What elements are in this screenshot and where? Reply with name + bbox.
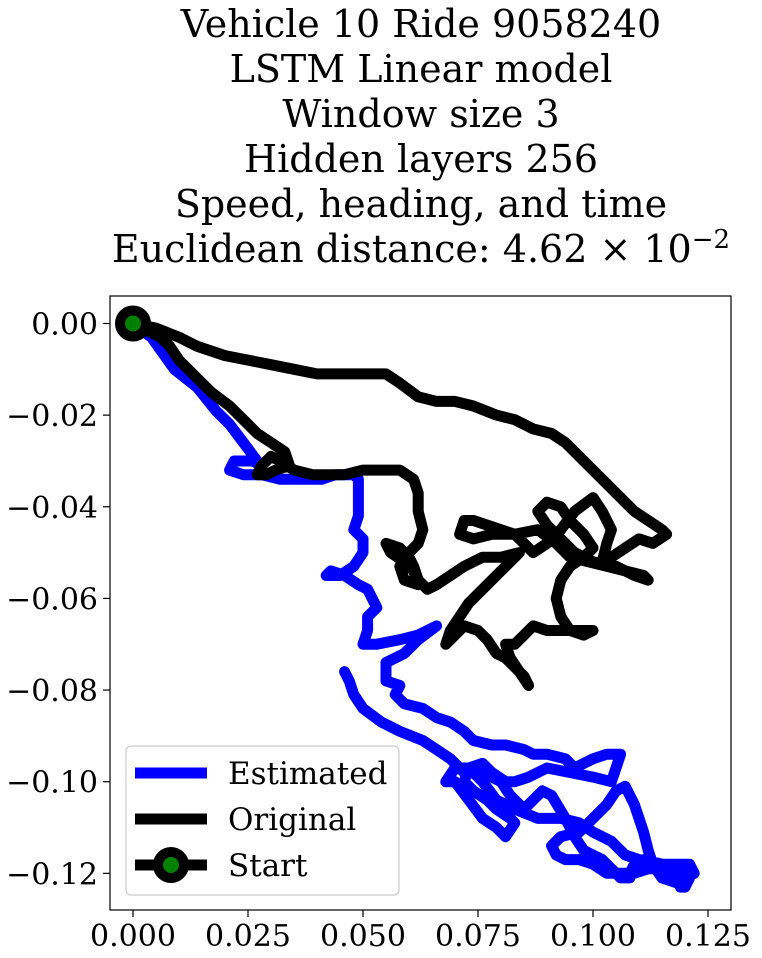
x-tick-label: 0.025 bbox=[205, 919, 291, 954]
series-line-original bbox=[127, 318, 673, 691]
y-tick-label: 0.00 bbox=[31, 307, 98, 342]
y-tick-label: −0.10 bbox=[6, 766, 98, 801]
y-tick-label: −0.08 bbox=[6, 674, 98, 709]
title-line-6: Euclidean distance: 4.62 × 10−2 bbox=[0, 227, 762, 272]
legend[interactable]: Estimated Original Start bbox=[125, 745, 400, 896]
axes-frame bbox=[109, 295, 732, 911]
series-line-estimated bbox=[127, 318, 700, 893]
ticks-layer: 0.000 0.025 0.050 0.075 0.100 0.125 0.00 −0.02 −… bbox=[6, 307, 751, 954]
legend-marker-start bbox=[153, 847, 189, 883]
x-tick-label: 0.125 bbox=[665, 919, 751, 954]
title-line-1: Vehicle 10 Ride 9058240 bbox=[180, 2, 662, 46]
y-tick-label: −0.06 bbox=[6, 582, 98, 617]
title-line-5: Speed, heading, and time bbox=[174, 182, 668, 226]
title-distance-exponent: −2 bbox=[691, 225, 731, 255]
title-line-2: LSTM Linear model bbox=[229, 47, 613, 91]
title-line-4: Hidden layers 256 bbox=[243, 137, 599, 181]
legend-label-estimated: Estimated bbox=[228, 756, 387, 792]
x-tick-label: 0.000 bbox=[90, 919, 176, 954]
legend-label-original: Original bbox=[228, 802, 356, 838]
legend-box bbox=[125, 745, 400, 896]
start-marker bbox=[115, 305, 151, 342]
x-tick-label: 0.050 bbox=[320, 919, 406, 954]
x-tick-label: 0.100 bbox=[550, 919, 636, 954]
series-layer bbox=[115, 305, 700, 893]
y-tick-label: −0.02 bbox=[6, 399, 98, 434]
y-tick-label: −0.04 bbox=[6, 491, 98, 526]
chart-title: Vehicle 10 Ride 9058240 LSTM Linear mode… bbox=[0, 2, 762, 272]
title-line-3: Window size 3 bbox=[282, 92, 560, 136]
x-tick-label: 0.075 bbox=[435, 919, 521, 954]
legend-label-start: Start bbox=[228, 848, 308, 884]
y-tick-label: −0.12 bbox=[6, 857, 98, 892]
title-distance-text: Euclidean distance: 4.62 × 10 bbox=[111, 227, 692, 271]
